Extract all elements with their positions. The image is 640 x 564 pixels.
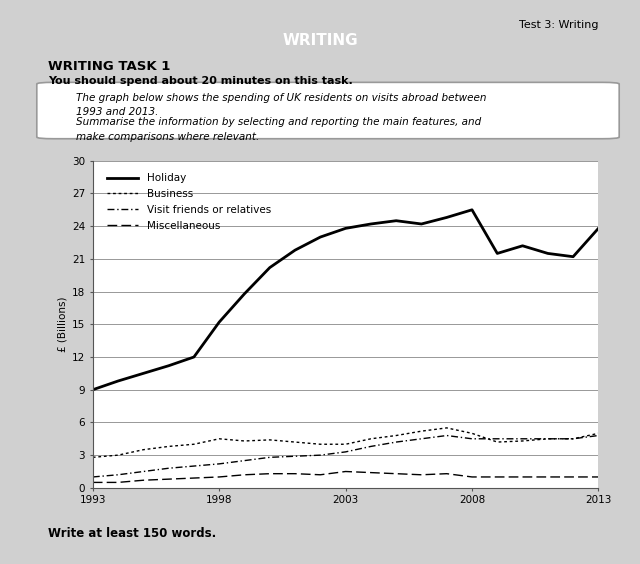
Text: Summarise the information by selecting and reporting the main features, and: Summarise the information by selecting a…	[76, 117, 481, 127]
Text: WRITING: WRITING	[282, 33, 358, 47]
Legend: Holiday, Business, Visit friends or relatives, Miscellaneous: Holiday, Business, Visit friends or rela…	[103, 169, 275, 235]
FancyBboxPatch shape	[37, 82, 620, 139]
Text: The graph below shows the spending of UK residents on visits abroad between: The graph below shows the spending of UK…	[76, 93, 486, 103]
Text: WRITING TASK 1: WRITING TASK 1	[48, 60, 170, 73]
Y-axis label: £ (Billions): £ (Billions)	[58, 297, 68, 352]
Text: 1993 and 2013.: 1993 and 2013.	[76, 107, 158, 117]
Text: Write at least 150 words.: Write at least 150 words.	[48, 527, 216, 540]
Text: You should spend about 20 minutes on this task.: You should spend about 20 minutes on thi…	[48, 76, 353, 86]
Text: make comparisons where relevant.: make comparisons where relevant.	[76, 131, 259, 142]
Text: Test 3: Writing: Test 3: Writing	[519, 20, 598, 30]
